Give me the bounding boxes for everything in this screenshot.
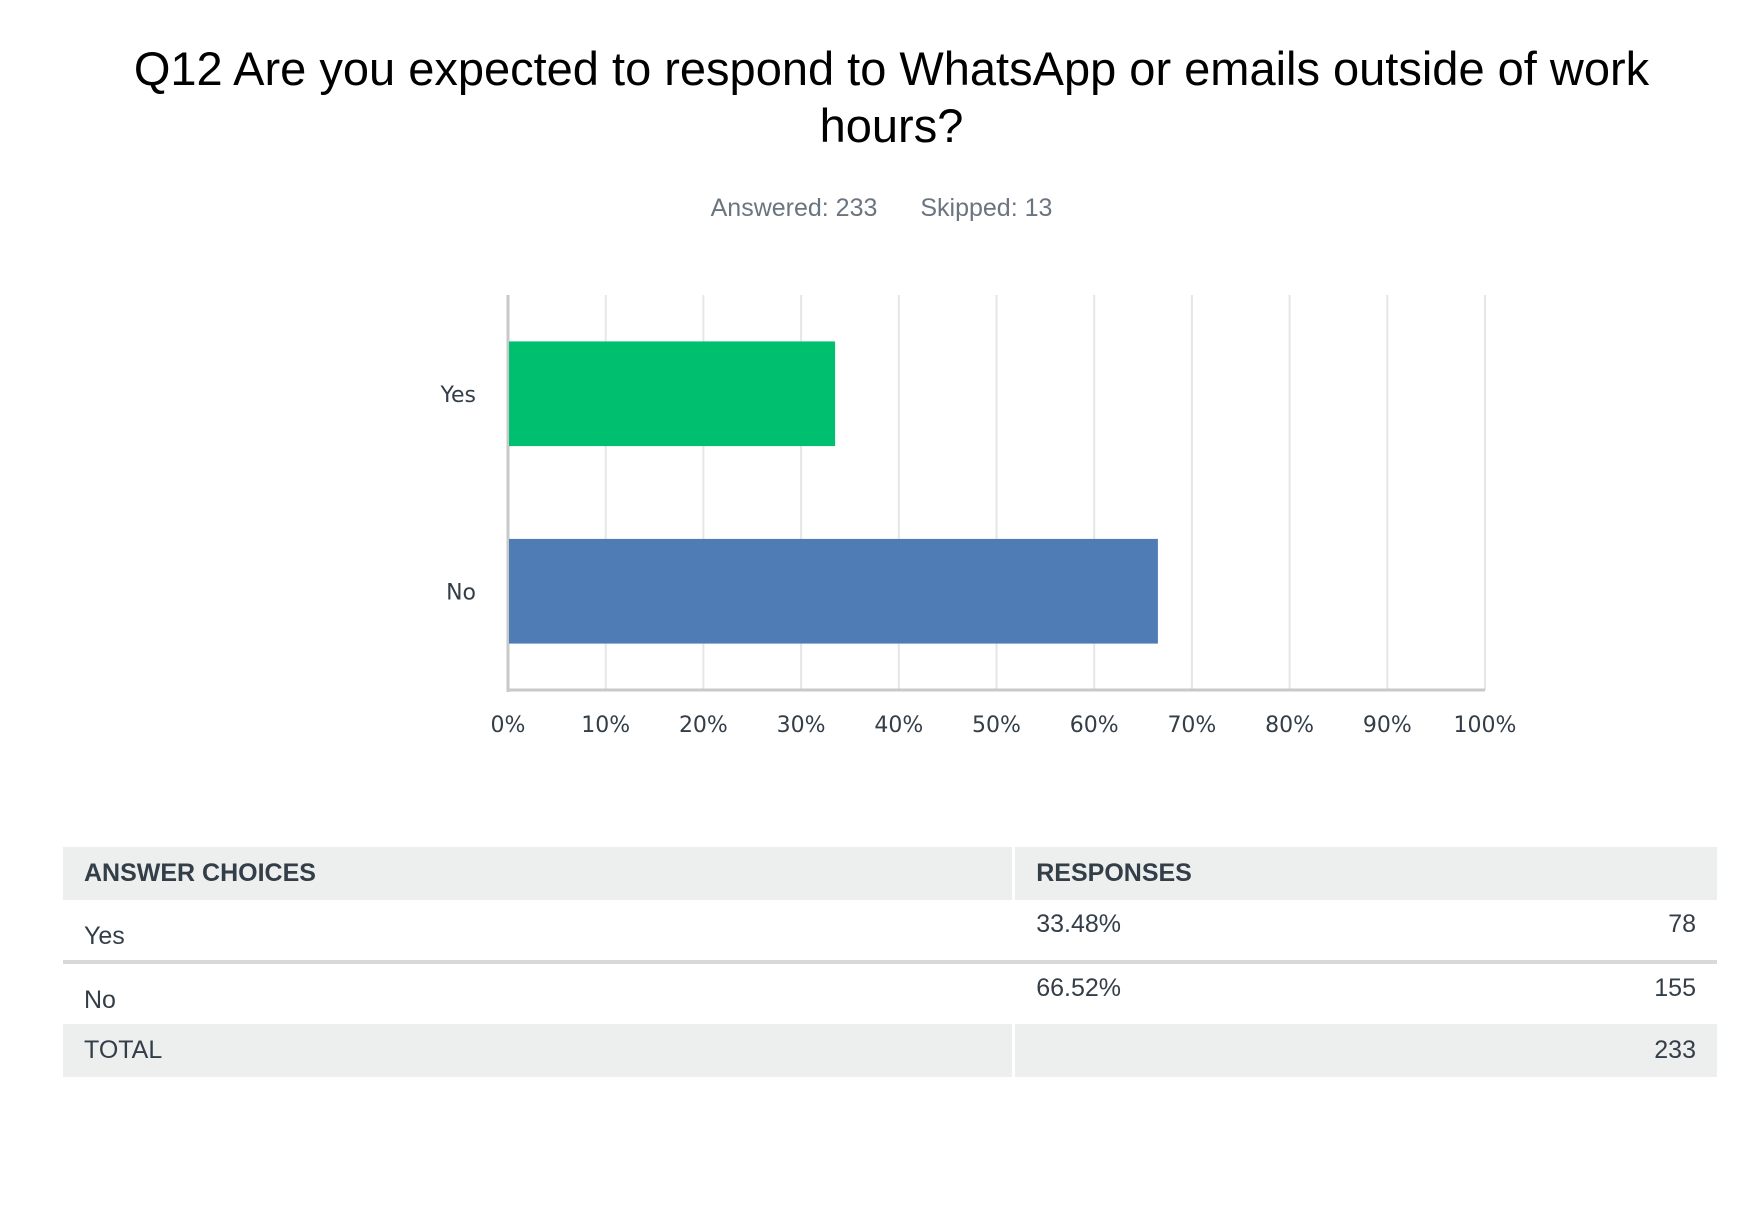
total-label: TOTAL bbox=[63, 1024, 1013, 1077]
table-row: Yes 33.48% 78 bbox=[63, 900, 1717, 964]
response-percent: 33.48% bbox=[1036, 910, 1122, 938]
bar-no bbox=[509, 538, 1158, 644]
x-tick-label: 80% bbox=[1265, 713, 1314, 738]
responses-table: ANSWER CHOICES RESPONSES Yes 33.48% 78 N… bbox=[63, 847, 1717, 1077]
x-tick-label: 70% bbox=[1167, 713, 1216, 738]
y-tick-label: Yes bbox=[439, 383, 476, 408]
answer-choice-cell: No bbox=[63, 964, 1013, 1024]
skipped-count: Skipped: 13 bbox=[920, 194, 1053, 222]
header-responses: RESPONSES bbox=[1015, 847, 1717, 900]
response-cell: 66.52% 155 bbox=[1015, 964, 1717, 1024]
answer-choice-cell: Yes bbox=[63, 900, 1013, 960]
x-tick-label: 100% bbox=[1454, 713, 1517, 738]
table-row: No 66.52% 155 bbox=[63, 964, 1717, 1024]
y-tick-label: No bbox=[446, 580, 476, 605]
bar-chart: Yes No 0% 10% 20% 30% 40% 50% 60% 70% 80% 90% 100% bbox=[439, 295, 1517, 738]
response-percent: 66.52% bbox=[1036, 974, 1122, 1002]
x-tick-label: 90% bbox=[1363, 713, 1412, 738]
bar-yes bbox=[509, 341, 836, 447]
table-header-row: ANSWER CHOICES RESPONSES bbox=[63, 847, 1717, 900]
x-tick-label: 30% bbox=[777, 713, 826, 738]
x-tick-label: 60% bbox=[1070, 713, 1119, 738]
x-tick-label: 50% bbox=[972, 713, 1021, 738]
header-responses-label: RESPONSES bbox=[1036, 859, 1192, 887]
total-count: 233 bbox=[1654, 1036, 1696, 1064]
response-count: 78 bbox=[1668, 910, 1696, 938]
x-tick-label: 40% bbox=[874, 713, 923, 738]
x-tick-label: 0% bbox=[491, 713, 526, 738]
response-cell: 33.48% 78 bbox=[1015, 900, 1717, 960]
response-stats: Answered: 233 Skipped: 13 bbox=[0, 194, 1763, 223]
table-total-row: TOTAL 233 bbox=[63, 1024, 1717, 1077]
header-answer-choices: ANSWER CHOICES bbox=[63, 847, 1013, 900]
x-tick-label: 20% bbox=[679, 713, 728, 738]
x-tick-label: 10% bbox=[581, 713, 630, 738]
answered-count: Answered: 233 bbox=[710, 194, 878, 222]
response-count: 155 bbox=[1654, 974, 1696, 1002]
question-title: Q12 Are you expected to respond to Whats… bbox=[133, 42, 1650, 152]
total-cell: 233 bbox=[1015, 1024, 1717, 1077]
